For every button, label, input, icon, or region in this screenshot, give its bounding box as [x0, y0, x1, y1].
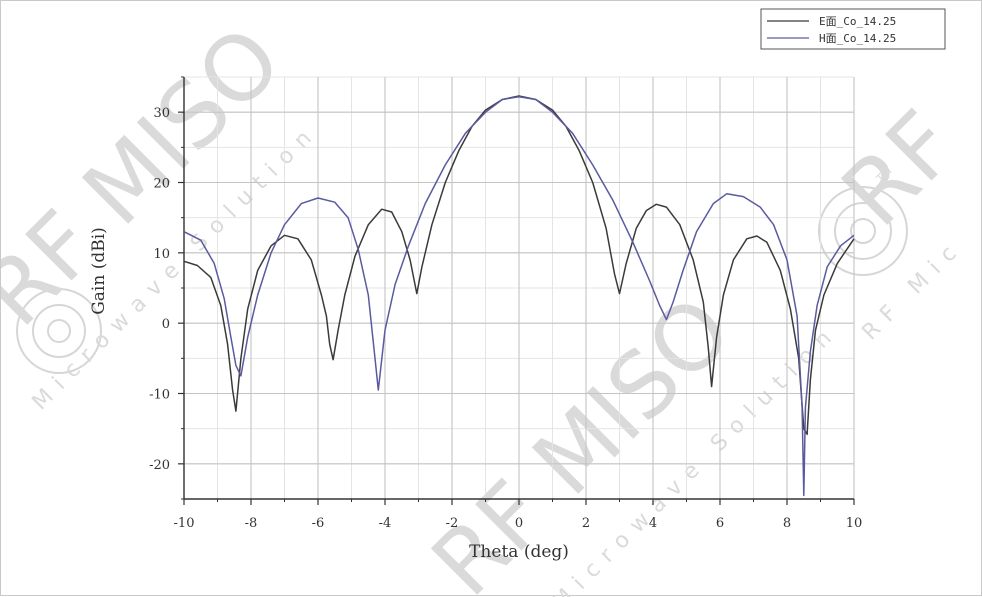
legend-label-h: H面_Co_14.25 [819, 32, 896, 45]
watermark-brand-center: RF MISO [412, 277, 751, 597]
legend-box [760, 8, 946, 50]
x-tick-label: 4 [649, 516, 657, 531]
legend: E面_Co_14.25 H面_Co_14.25 [760, 8, 946, 50]
series-lines [183, 95, 855, 497]
y-tick-label: 0 [162, 317, 170, 332]
x-tick-label: 10 [846, 516, 863, 531]
y-tick-label: 20 [153, 177, 170, 192]
x-tick-label: 6 [716, 516, 724, 531]
x-tick-label: -6 [312, 516, 325, 531]
legend-label-e: E面_Co_14.25 [819, 15, 896, 28]
x-tick-label: 8 [783, 516, 791, 531]
y-tick-label: -10 [149, 388, 170, 403]
x-tick-label: -2 [446, 516, 459, 531]
x-tick-label: -8 [245, 516, 258, 531]
x-tick-label: 2 [582, 516, 590, 531]
y-tick-label: 10 [153, 247, 170, 262]
watermark: RF MISO Microwave Solution RF MISO Micro… [1, 7, 977, 597]
x-tick-label: -4 [379, 516, 392, 531]
watermark-logo-right [818, 186, 908, 276]
series-line-h-plane [183, 95, 855, 497]
x-axis-title: Theta (deg) [469, 542, 569, 562]
y-axis-title: Gain (dBi) [89, 227, 109, 315]
watermark-logo-left [16, 288, 102, 374]
x-tick-label: 0 [515, 516, 523, 531]
watermark-tagline-right: RF Mic [858, 234, 969, 345]
axes [178, 76, 855, 505]
watermark-brand-right: RF [822, 91, 977, 246]
y-tick-label: -20 [149, 458, 170, 473]
x-tick-label: -10 [174, 516, 195, 531]
y-tick-label: 30 [153, 106, 170, 121]
